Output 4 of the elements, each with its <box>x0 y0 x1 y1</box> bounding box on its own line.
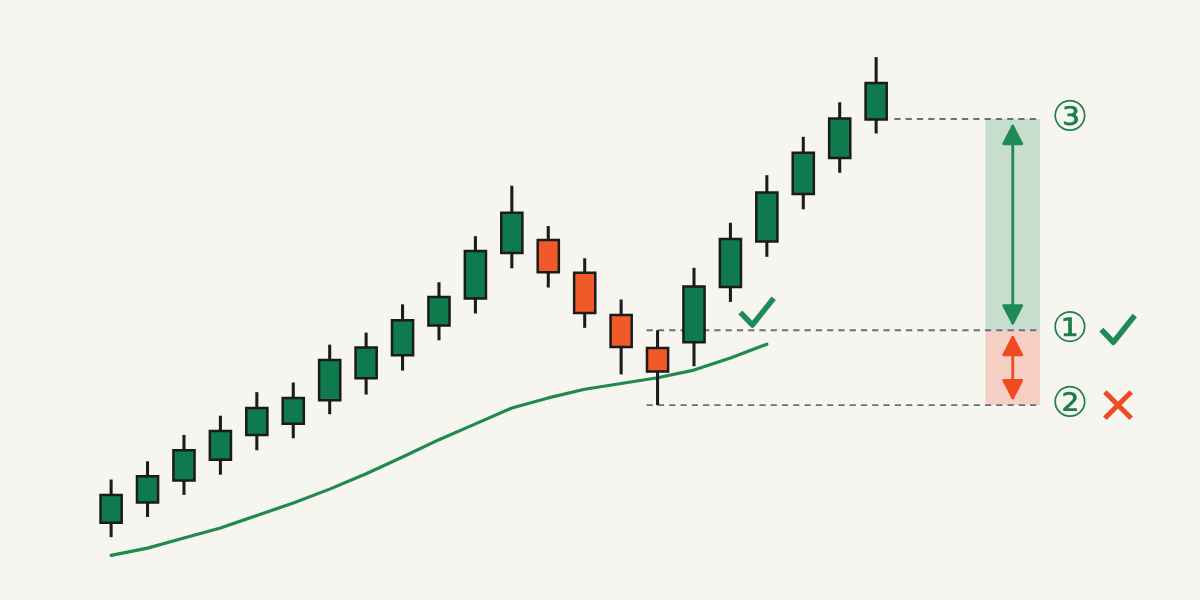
ref-line-label: ① <box>1054 310 1086 343</box>
ref-line-label: ③ <box>1054 99 1086 131</box>
candlestick <box>645 330 670 407</box>
ref-line-label: ② <box>1054 385 1086 418</box>
